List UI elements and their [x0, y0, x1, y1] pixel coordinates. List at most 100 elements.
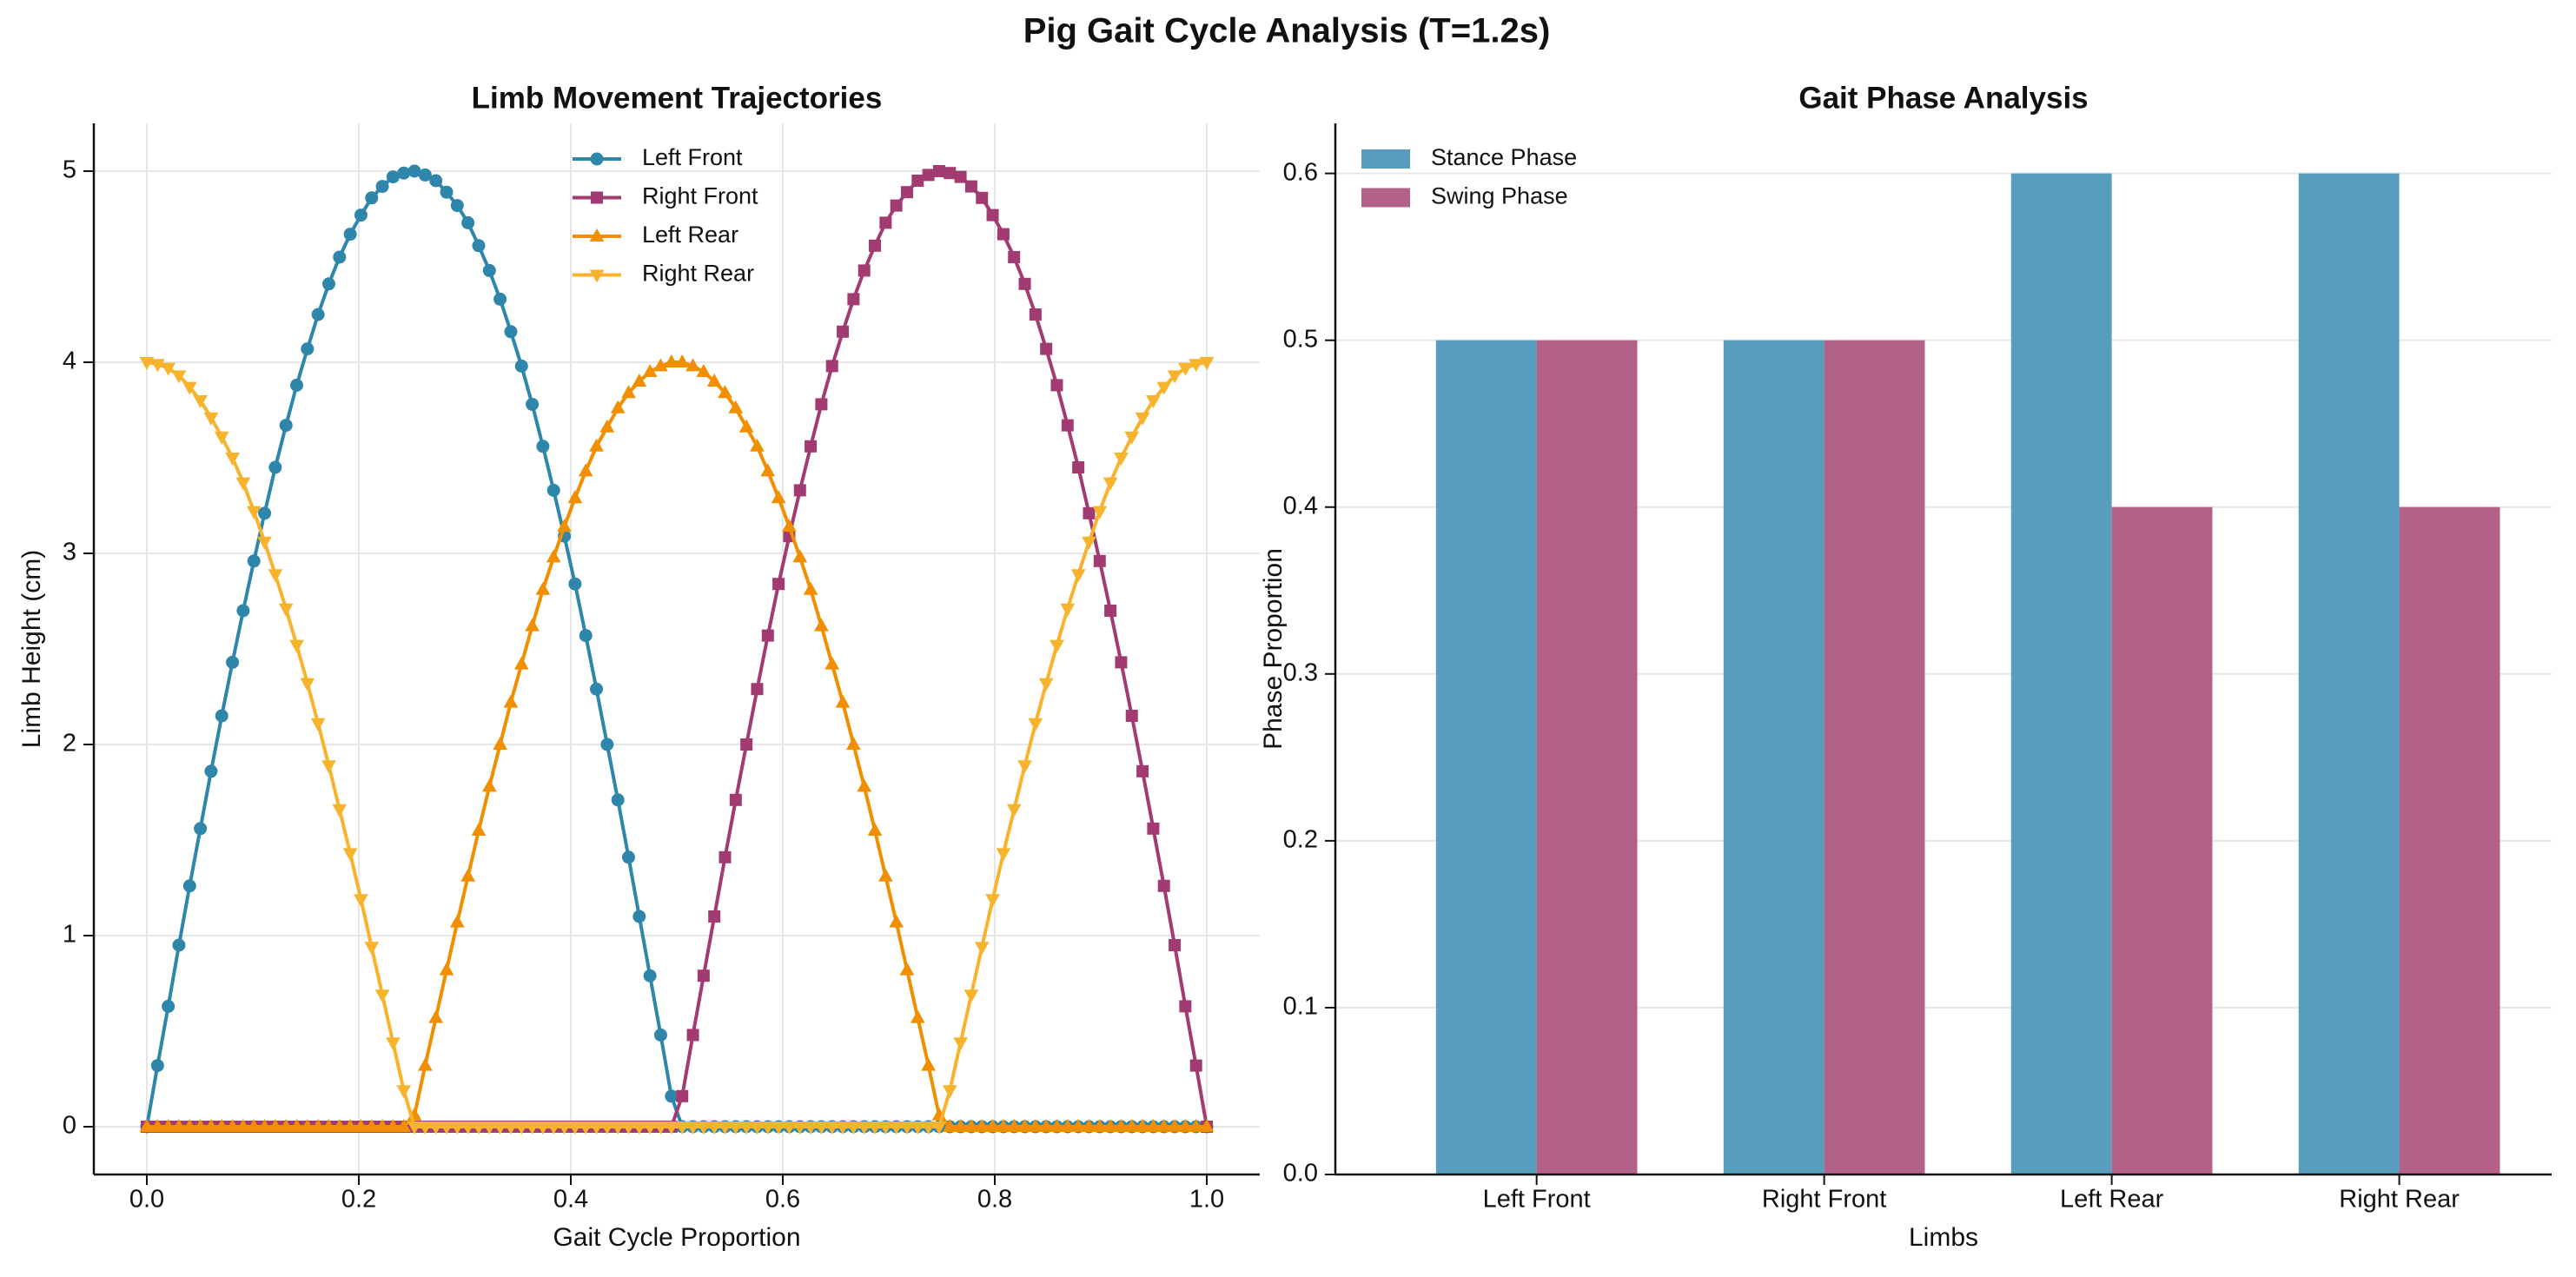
data-point	[526, 397, 540, 411]
data-point	[761, 629, 774, 642]
data-point	[964, 180, 977, 193]
data-point	[1093, 554, 1106, 567]
data-point	[751, 683, 764, 696]
legend: Left Front Right Front Left Rear Right Rear	[573, 144, 758, 287]
data-point	[364, 942, 380, 956]
data-point	[546, 549, 561, 563]
data-point	[557, 519, 572, 533]
data-point	[375, 180, 389, 194]
data-point	[396, 1085, 412, 1099]
data-point	[697, 969, 710, 983]
y-tick-label: 1	[63, 921, 76, 949]
data-point	[1070, 569, 1086, 583]
data-point	[247, 554, 261, 568]
data-point	[718, 385, 732, 399]
data-point	[578, 463, 593, 477]
data-point	[332, 804, 348, 817]
data-point	[590, 682, 604, 696]
data-point	[867, 1122, 883, 1135]
data-point	[503, 1122, 519, 1135]
series-line	[145, 169, 1207, 1128]
data-point	[1092, 506, 1108, 519]
data-point	[953, 1037, 968, 1051]
data-point	[171, 370, 187, 384]
data-point	[182, 879, 196, 893]
subplot: Limb Movement Trajectories Gait Cycle Pro…	[17, 81, 1260, 1252]
data-point	[503, 694, 519, 708]
bar	[2298, 173, 2400, 1175]
data-point	[932, 165, 945, 177]
series-line	[147, 169, 1209, 1128]
data-point	[611, 793, 625, 807]
y-tick-label: 4	[63, 347, 76, 375]
data-point	[632, 373, 647, 387]
data-point	[342, 848, 358, 862]
data-point	[846, 1122, 861, 1135]
y-tick-label: 0	[63, 1112, 76, 1140]
data-point	[397, 166, 411, 180]
data-point	[890, 199, 903, 212]
data-point	[226, 655, 240, 669]
data-point	[706, 373, 722, 387]
data-point	[772, 578, 785, 591]
data-point	[653, 358, 668, 372]
data-point	[354, 208, 368, 222]
data-point	[1189, 359, 1204, 373]
data-point	[1103, 477, 1118, 491]
data-point	[708, 910, 721, 923]
legend-label: Right Rear	[642, 261, 754, 287]
data-point	[858, 264, 871, 277]
data-point	[150, 1059, 164, 1073]
data-point	[481, 1122, 497, 1135]
data-point	[1104, 605, 1117, 617]
data-point	[782, 1122, 797, 1135]
data-point	[942, 1085, 957, 1099]
y-tick-label: 0.6	[1283, 158, 1318, 186]
series-line	[147, 361, 1207, 1128]
data-point	[354, 894, 368, 908]
data-point	[1157, 879, 1170, 892]
data-point	[857, 778, 872, 792]
data-point	[225, 453, 240, 466]
legend-label: Left Front	[642, 144, 743, 170]
data-point	[642, 363, 658, 377]
data-point	[268, 1118, 283, 1132]
subplot: Gait Phase Analysis Limbs Phase Proportion…	[1259, 81, 2552, 1252]
data-point	[837, 325, 850, 338]
data-point	[1178, 362, 1193, 376]
data-point	[354, 1118, 368, 1132]
bar	[2399, 506, 2500, 1174]
data-point	[674, 1122, 690, 1135]
y-tick-label: 0.1	[1283, 993, 1318, 1021]
data-point	[964, 1118, 979, 1132]
data-point	[1082, 1118, 1096, 1132]
data-point	[696, 1122, 712, 1135]
data-point	[1169, 939, 1182, 951]
data-point	[696, 363, 712, 377]
data-point	[333, 250, 347, 264]
data-point	[1147, 822, 1160, 835]
data-point	[279, 419, 293, 433]
data-point	[653, 1122, 668, 1135]
data-point	[215, 709, 228, 723]
subplot-title: Gait Phase Analysis	[1798, 81, 2088, 115]
data-point	[728, 400, 744, 414]
legend: Stance Phase Swing Phase	[1361, 144, 1577, 209]
data-point	[461, 215, 475, 229]
x-tick-label: Left Front	[1483, 1186, 1591, 1214]
data-point	[493, 1122, 507, 1135]
data-point	[365, 191, 379, 205]
data-point	[567, 1122, 583, 1135]
data-point	[364, 1118, 380, 1132]
data-point	[162, 999, 175, 1013]
data-point	[632, 910, 646, 923]
data-point	[289, 1118, 304, 1132]
data-point	[525, 618, 540, 632]
data-point	[386, 1118, 401, 1132]
data-point	[760, 1122, 776, 1135]
data-point	[867, 822, 883, 836]
data-point	[214, 1118, 229, 1132]
data-point	[182, 1118, 197, 1132]
data-point	[568, 577, 582, 591]
x-tick-label: Right Front	[1762, 1186, 1886, 1214]
